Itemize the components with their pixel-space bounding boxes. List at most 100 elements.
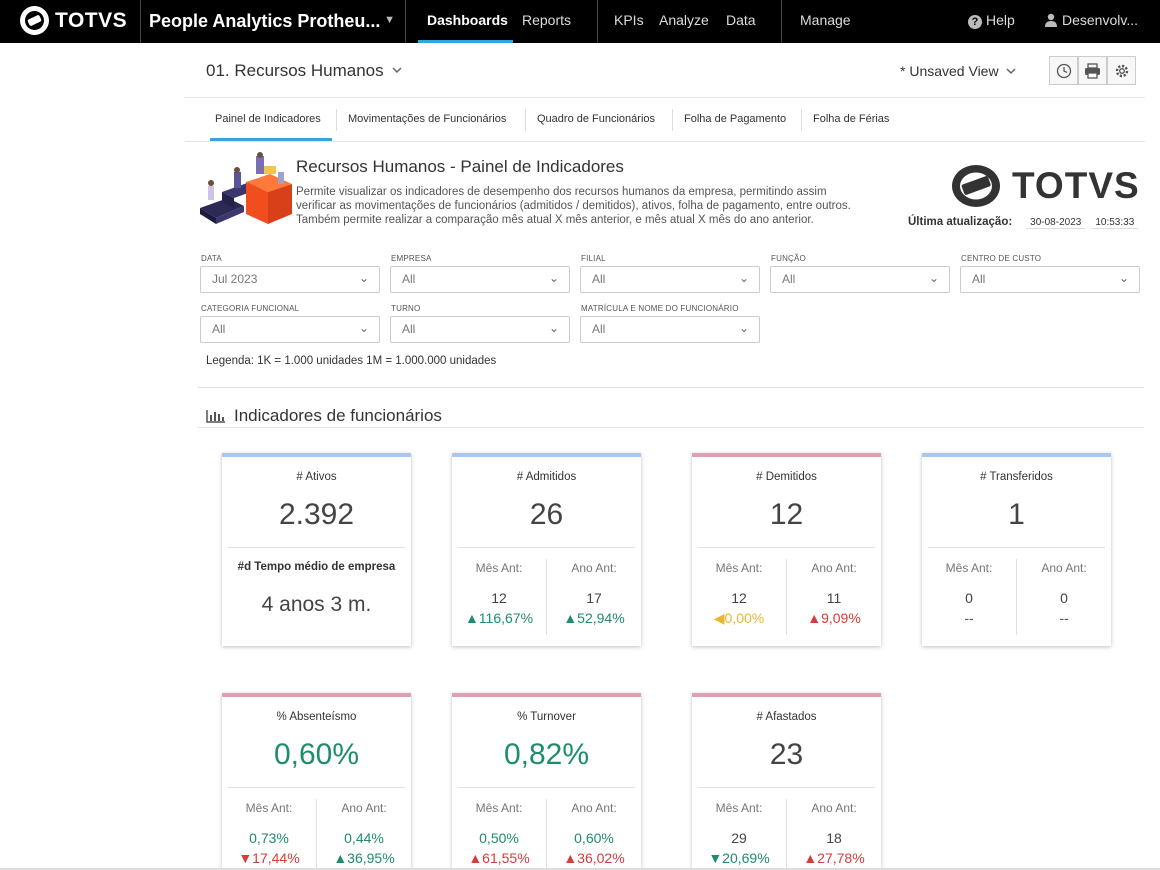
card-vertical-divider	[786, 799, 787, 870]
chevron-down-icon	[392, 67, 402, 74]
clock-icon	[1056, 63, 1071, 78]
filter-value: All	[592, 272, 606, 286]
filter-value: All	[402, 272, 416, 286]
filter-value: All	[782, 272, 796, 286]
card-divider	[228, 787, 405, 788]
dashboard-selector[interactable]: 01. Recursos Humanos	[206, 61, 402, 81]
active-tab-indicator	[210, 138, 332, 141]
nav-data[interactable]: Data	[726, 12, 756, 28]
tab-movimentacoes[interactable]: Movimentações de Funcionários	[348, 113, 507, 125]
chevron-down-icon: ⌄	[1118, 271, 1129, 285]
prev-year-change: ▲36,95%	[333, 850, 395, 866]
prev-year-label: Ano Ant:	[1041, 561, 1087, 575]
filter-empresa-select[interactable]: All ⌄	[390, 266, 570, 293]
card-vertical-divider	[546, 799, 547, 870]
top-navigation-bar: TOTVS People Analytics Protheu... ▼ Dash…	[0, 0, 1160, 43]
nav-kpis[interactable]: KPIs	[614, 12, 644, 28]
prev-month-label: Mês Ant:	[945, 561, 993, 575]
chevron-down-icon: ▼	[384, 14, 395, 26]
clock-button[interactable]	[1049, 56, 1078, 85]
card-top-bar	[452, 693, 641, 697]
nav-manage[interactable]: Manage	[800, 12, 851, 28]
prev-month-change: ▲61,55%	[468, 850, 530, 866]
active-nav-indicator	[418, 40, 513, 43]
help-link[interactable]: ? Help	[968, 12, 1015, 29]
prev-year-change: --	[1059, 610, 1069, 626]
nav-analyze[interactable]: Analyze	[659, 12, 709, 28]
prev-month-label: Mês Ant:	[475, 801, 523, 815]
prev-month-label: Mês Ant:	[245, 801, 293, 815]
tab-divider	[525, 109, 526, 131]
filter-centro-custo-select[interactable]: All ⌄	[960, 266, 1140, 293]
kpi-value: 0,60%	[273, 738, 360, 771]
tab-folha-ferias[interactable]: Folha de Férias	[813, 113, 890, 125]
view-name: * Unsaved View	[900, 63, 999, 79]
page-bottom-border	[0, 868, 1160, 870]
print-button[interactable]	[1078, 56, 1107, 85]
card-vertical-divider	[1016, 559, 1017, 635]
help-label: Help	[986, 12, 1015, 28]
last-update-time: 10:53:33	[1091, 217, 1139, 229]
card-divider	[458, 547, 635, 548]
filter-value: All	[212, 322, 226, 336]
last-update: Última atualização: 30-08-2023 10:53:33	[908, 216, 1139, 229]
prev-month-change: ◀0,00%	[713, 610, 765, 626]
hero-description-line: Permite visualizar os indicadores de des…	[296, 186, 827, 198]
nav-dashboards[interactable]: Dashboards	[427, 12, 508, 28]
kpi-title: # Afastados	[756, 711, 817, 723]
filter-categoria-select[interactable]: All ⌄	[200, 316, 380, 343]
filter-funcao-select[interactable]: All ⌄	[770, 266, 950, 293]
chevron-down-icon: ⌄	[738, 321, 749, 335]
user-menu[interactable]: Desenvolv...	[1044, 12, 1138, 28]
app-name: People Analytics Protheu...	[149, 11, 381, 31]
chevron-down-icon: ⌄	[358, 321, 369, 335]
prev-year-value: 18	[826, 830, 842, 846]
tab-quadro[interactable]: Quadro de Funcionários	[537, 113, 656, 125]
prev-year-value: 0,60%	[574, 830, 614, 846]
prev-year-label: Ano Ant:	[571, 801, 617, 815]
filter-label-categoria: Categoria Funcional	[201, 304, 300, 313]
prev-year-label: Ano Ant:	[571, 561, 617, 575]
bar-chart-icon	[206, 410, 225, 423]
totvs-logo-text: TOTVS	[55, 8, 128, 32]
app-selector[interactable]: People Analytics Protheu... ▼	[140, 0, 406, 43]
chevron-down-icon: ⌄	[548, 321, 559, 335]
nav-reports[interactable]: Reports	[522, 12, 572, 28]
filter-matricula-select[interactable]: All ⌄	[580, 316, 760, 343]
hero-description-line: verificar as movimentações de funcionári…	[296, 200, 851, 212]
prev-month-change: ▼20,69%	[708, 850, 770, 866]
prev-year-value: 0,44%	[344, 830, 384, 846]
totvs-logo-icon	[952, 165, 1000, 207]
card-top-bar	[222, 453, 411, 457]
hero-description: Permite visualizar os indicadores de des…	[296, 185, 896, 227]
kpi-sub-value: 4 anos 3 m.	[261, 593, 372, 616]
kpi-title: # Admitidos	[516, 471, 577, 483]
card-top-bar	[692, 453, 881, 457]
view-selector[interactable]: * Unsaved View	[900, 63, 1016, 79]
prev-year-value: 0	[1060, 590, 1068, 606]
last-update-date: 30-08-2023	[1026, 217, 1086, 229]
filter-filial-select[interactable]: All ⌄	[580, 266, 760, 293]
filter-turno-select[interactable]: All ⌄	[390, 316, 570, 343]
dashboard-tabs: Painel de Indicadores Movimentações de F…	[185, 97, 1145, 142]
card-top-bar	[452, 453, 641, 457]
tab-painel-de-indicadores[interactable]: Painel de Indicadores	[215, 113, 321, 125]
kpi-value: 1	[1008, 498, 1025, 531]
chevron-down-icon: ⌄	[928, 271, 939, 285]
settings-button[interactable]	[1107, 56, 1136, 85]
filter-data-select[interactable]: Jul 2023 ⌄	[200, 266, 380, 293]
chevron-down-icon: ⌄	[548, 271, 559, 285]
kpi-title: # Demitidos	[756, 471, 817, 483]
help-icon: ?	[968, 15, 982, 29]
kpi-card-ativos: # Ativos 2.392 #d Tempo médio de empresa…	[222, 453, 411, 646]
card-divider	[928, 547, 1105, 548]
filter-value: All	[402, 322, 416, 336]
totvs-logo[interactable]: TOTVS	[20, 6, 127, 35]
prev-year-label: Ano Ant:	[811, 561, 857, 575]
kpi-sub-title: #d Tempo médio de empresa	[237, 561, 396, 573]
tab-folha-pagamento[interactable]: Folha de Pagamento	[684, 113, 787, 125]
kpi-value: 23	[769, 738, 804, 771]
card-vertical-divider	[546, 559, 547, 635]
prev-month-label: Mês Ant:	[475, 561, 523, 575]
kpi-title: % Absenteísmo	[276, 711, 357, 723]
